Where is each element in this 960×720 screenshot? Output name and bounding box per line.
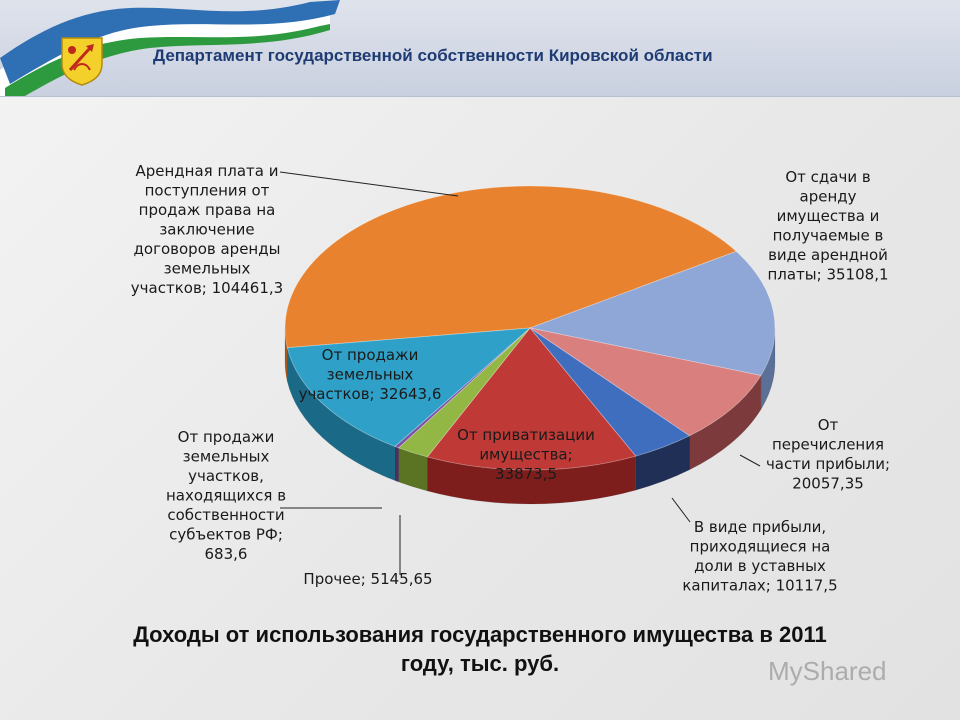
slice-label-line: платы; 35108,1: [767, 266, 888, 284]
slice-label-line: От продажи: [178, 428, 275, 446]
slice-label-line: виде арендной: [768, 246, 888, 264]
slice-label-line: 33873,5: [495, 465, 557, 483]
flag-ribbon-icon: [0, 0, 340, 96]
slice-label-line: 20057,35: [792, 475, 864, 493]
pie-slice-5: [397, 327, 531, 458]
slice-label-line: От: [818, 416, 839, 434]
slice-label-line: капиталах; 10117,5: [682, 577, 837, 595]
slice-label-line: имущества и: [777, 207, 880, 225]
slice-label-line: Арендная плата и: [135, 162, 278, 180]
slice-label-7: От продажи земельных участков; 32643,6: [299, 346, 442, 403]
slice-label-line: участков; 104461,3: [131, 279, 283, 297]
slice-label-line: собственности: [167, 506, 284, 524]
pie-chart: Арендная плата и поступления от продаж пра…: [131, 162, 890, 595]
pie-slice-3: [529, 327, 691, 457]
pie-slice-4: [426, 327, 637, 471]
slice-label-line: От приватизации: [457, 426, 595, 444]
slice-label-line: В виде прибыли,: [694, 518, 826, 536]
slice-label-line: Прочее; 5145,65: [303, 570, 432, 588]
slice-label-line: договоров аренды: [134, 240, 281, 258]
slice-label-line: части прибыли;: [766, 455, 890, 473]
leader-line-3: [671, 497, 691, 523]
slice-label-line: имущества;: [479, 446, 572, 464]
chart-caption: Доходы от использования государственного…: [40, 620, 920, 678]
pie-side-6: [394, 446, 399, 483]
slice-label-line: земельных: [183, 448, 270, 466]
pie-slice-7: [286, 327, 532, 447]
slice-label-6: От продажи земельных участков, находящихся …: [166, 428, 286, 563]
slice-label-line: субъектов РФ;: [169, 526, 283, 544]
slice-label-line: заключение: [159, 221, 254, 239]
crest-emblem-icon: [61, 37, 103, 86]
pie-slice-1: [528, 250, 776, 376]
leader-line-0: [279, 171, 459, 197]
pie-slice-2: [529, 327, 762, 437]
leader-line-2: [739, 454, 761, 467]
header-bar: Департамент государственной собственност…: [0, 0, 960, 97]
slice-label-0: Арендная плата и поступления от продаж пра…: [131, 162, 283, 297]
slice-label-line: аренду: [800, 188, 857, 206]
slice-label-line: приходящиеся на: [690, 538, 831, 556]
pie-slice-0: [284, 185, 738, 349]
watermark-text: MyShared: [768, 656, 887, 686]
slice-label-5: Прочее; 5145,65: [303, 570, 432, 588]
slice-label-line: земельных: [164, 260, 251, 278]
caption-line-2: году, тыс. руб.: [400, 651, 560, 676]
slice-label-line: продаж права на: [139, 201, 276, 219]
slice-label-3: В виде прибыли, приходящиеся на доли в уст…: [682, 518, 837, 595]
slice-label-line: поступления от: [145, 182, 270, 200]
slice-label-line: получаемые в: [773, 227, 884, 245]
slice-label-line: перечисления: [772, 436, 884, 454]
slice-label-line: От продажи: [322, 346, 419, 364]
pie-slice-6: [394, 327, 531, 449]
slice-label-line: доли в уставных: [694, 557, 826, 575]
slice-label-line: участков,: [188, 467, 264, 485]
slice-label-2: От перечисления части прибыли; 20057,35: [766, 416, 890, 493]
caption-line-1: Доходы от использования государственного…: [133, 622, 827, 647]
slice-label-4: От приватизации имущества; 33873,5: [457, 426, 595, 483]
slice-label-line: участков; 32643,6: [299, 385, 442, 403]
slice-label-line: От сдачи в: [785, 168, 870, 186]
header-title: Департамент государственной собственност…: [153, 46, 713, 65]
slice-label-line: 683,6: [205, 545, 248, 563]
slice-label-line: находящихся в: [166, 487, 286, 505]
slice-label-line: земельных: [327, 366, 414, 384]
